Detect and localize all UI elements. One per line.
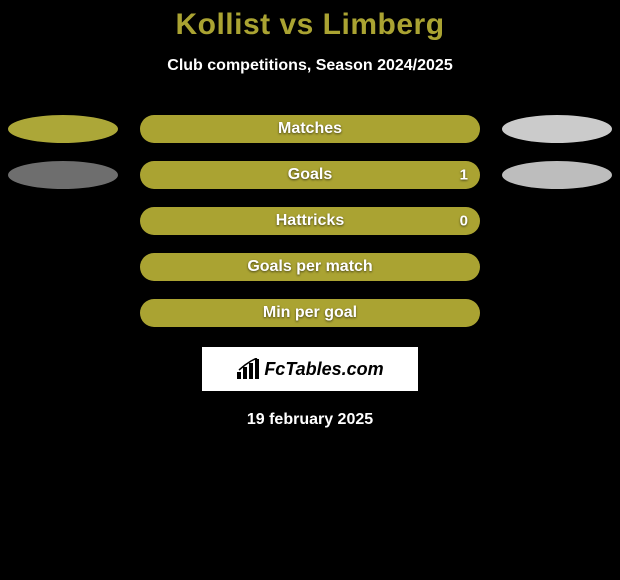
left-oval-matches xyxy=(8,115,118,143)
stat-label: Matches xyxy=(278,120,342,138)
date-text: 19 february 2025 xyxy=(0,411,620,429)
stat-bar-gpm: Goals per match xyxy=(140,253,480,281)
stat-bar-mpg: Min per goal xyxy=(140,299,480,327)
page-subtitle: Club competitions, Season 2024/2025 xyxy=(0,57,620,75)
stat-value-right: 0 xyxy=(460,213,468,230)
stat-label: Goals xyxy=(288,166,332,184)
left-oval-goals xyxy=(8,161,118,189)
stat-bar-hattricks: Hattricks 0 xyxy=(140,207,480,235)
stat-row-matches: Matches xyxy=(0,115,620,143)
stat-bar-matches: Matches xyxy=(140,115,480,143)
stat-label: Goals per match xyxy=(247,258,372,276)
barchart-icon xyxy=(236,358,260,380)
stat-label: Hattricks xyxy=(276,212,344,230)
stat-bar-goals: Goals 1 xyxy=(140,161,480,189)
comparison-card: Kollist vs Limberg Club competitions, Se… xyxy=(0,0,620,429)
stat-value-right: 1 xyxy=(460,167,468,184)
stats-container: Matches Goals 1 Hattricks 0 xyxy=(0,115,620,327)
stat-row-mpg: Min per goal xyxy=(0,299,620,327)
stat-row-gpm: Goals per match xyxy=(0,253,620,281)
right-oval-goals xyxy=(502,161,612,189)
right-oval-matches xyxy=(502,115,612,143)
stat-row-goals: Goals 1 xyxy=(0,161,620,189)
page-title: Kollist vs Limberg xyxy=(0,8,620,42)
stat-label: Min per goal xyxy=(263,304,357,322)
brand-logo-box[interactable]: FcTables.com xyxy=(202,347,418,391)
brand-text: FcTables.com xyxy=(264,359,383,380)
stat-row-hattricks: Hattricks 0 xyxy=(0,207,620,235)
